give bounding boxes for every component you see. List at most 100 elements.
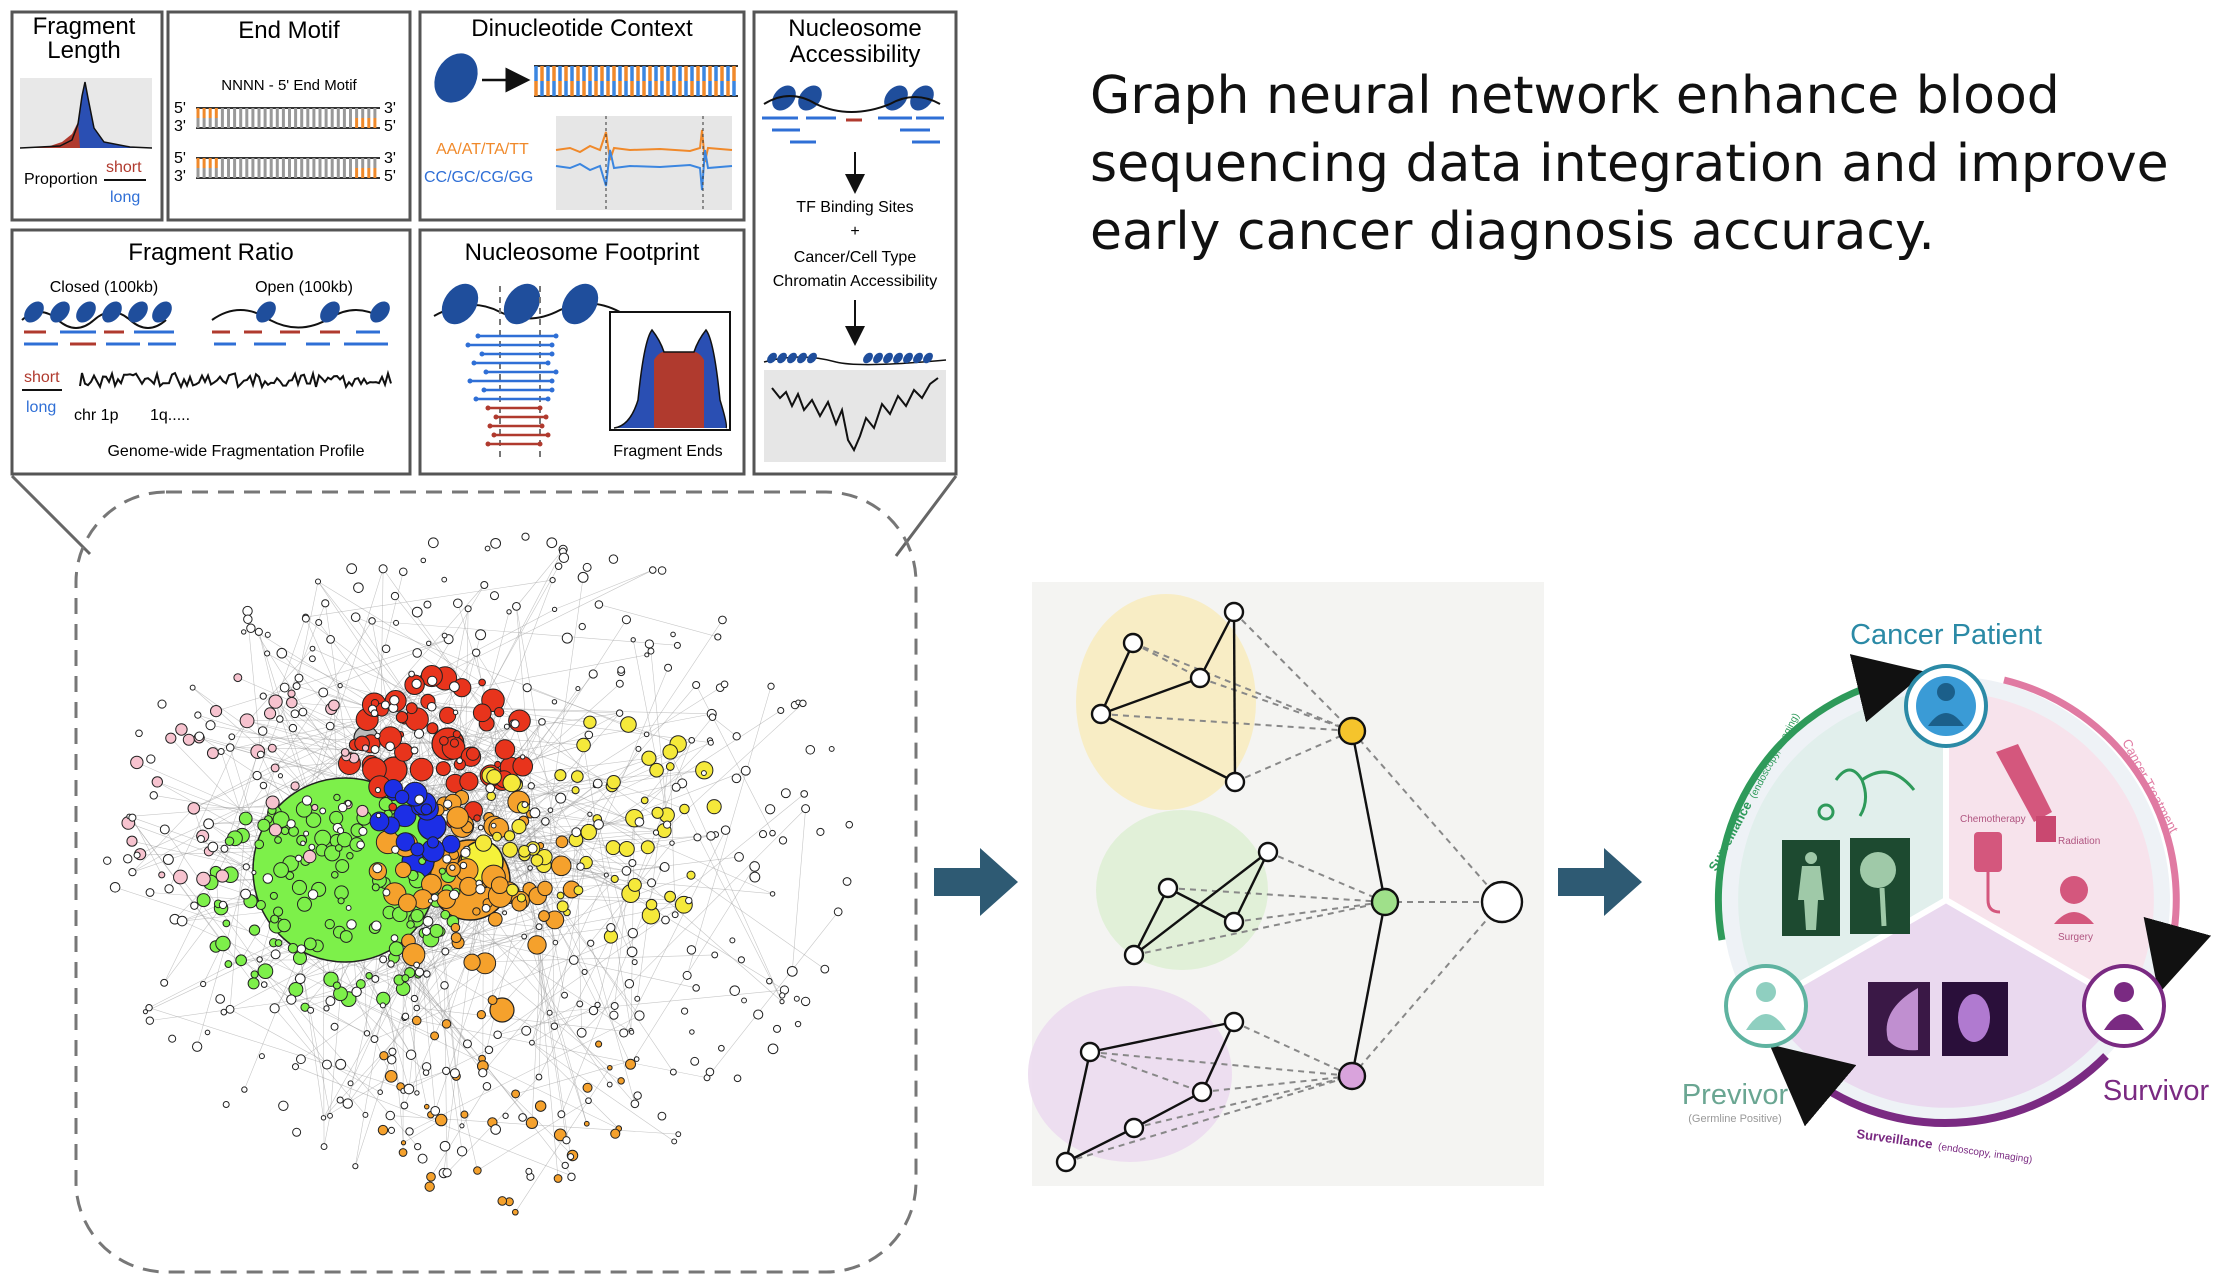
- small-nucleosome: [787, 352, 797, 364]
- network-node: [346, 563, 358, 575]
- network-node: [259, 781, 268, 790]
- network-node: [741, 997, 747, 1004]
- network-edge: [536, 944, 588, 1124]
- network-node: [209, 705, 223, 718]
- network-node: [573, 885, 584, 896]
- network-node: [527, 935, 547, 955]
- network-node: [288, 981, 304, 997]
- network-node: [145, 1016, 155, 1025]
- network-node: [264, 650, 271, 657]
- network-node: [477, 824, 484, 831]
- network-node: [585, 1097, 592, 1105]
- network-node: [268, 823, 282, 837]
- network-node: [481, 903, 491, 913]
- network-node: [820, 964, 830, 974]
- network-node: [399, 567, 408, 576]
- network-node: [464, 605, 472, 613]
- end-motif-3p-d: 3': [384, 150, 396, 167]
- gnn-leaf-node: [1123, 944, 1145, 966]
- network-node: [378, 564, 388, 574]
- radiation-icon-base: [2036, 816, 2056, 842]
- gnn-cluster-green: [1096, 810, 1268, 970]
- gnn-edge: [1198, 611, 1236, 679]
- gnn-cluster-yellow: [1076, 594, 1256, 810]
- network-edge: [455, 1076, 478, 1171]
- network-node: [474, 834, 493, 852]
- network-node: [473, 814, 481, 822]
- footprint-fragment-end: [537, 441, 543, 447]
- gnn-dash-purple: [1133, 1075, 1353, 1129]
- network-edge: [498, 687, 721, 829]
- network-node: [503, 723, 510, 730]
- fragment-ratio-title: Fragment Ratio: [128, 239, 293, 266]
- gnn-edge: [1100, 676, 1201, 716]
- network-node: [103, 856, 112, 865]
- network-node: [356, 804, 369, 818]
- network-edge: [296, 581, 319, 687]
- network-node: [576, 1027, 587, 1038]
- network-node: [142, 1009, 148, 1015]
- network-node: [718, 615, 727, 625]
- network-node: [405, 1127, 414, 1136]
- gnn-edge: [1099, 642, 1135, 715]
- network-node: [619, 1028, 629, 1038]
- network-node: [335, 859, 350, 874]
- gnn-dash-root: [1351, 730, 1503, 903]
- network-node: [527, 782, 535, 790]
- network-node: [233, 673, 243, 683]
- network-node: [793, 995, 800, 1002]
- network-node: [252, 770, 262, 781]
- network-node: [576, 862, 585, 871]
- network-edge: [149, 991, 357, 1021]
- network-edge: [632, 793, 805, 934]
- fragment-length-short: short: [106, 159, 142, 176]
- end-motif-5p-b: 5': [384, 118, 396, 135]
- fragment-ratio-open-nucleosomes: [211, 301, 390, 329]
- network-node: [502, 773, 521, 793]
- network-node: [486, 791, 497, 802]
- small-nucleosome: [807, 352, 817, 364]
- network-node: [395, 861, 412, 879]
- network-node: [525, 1116, 539, 1130]
- network-edge: [234, 751, 259, 839]
- network-node: [368, 617, 376, 625]
- network-node: [633, 1056, 640, 1062]
- network-node: [550, 1022, 559, 1030]
- dinucleotide-title: Dinucleotide Context: [471, 15, 693, 42]
- footprint-fragment-end: [553, 333, 559, 339]
- network-edge: [256, 603, 326, 776]
- network-node: [606, 1081, 613, 1088]
- network-node: [267, 743, 277, 753]
- connector-left: [10, 474, 92, 556]
- network-edge: [416, 1007, 632, 1033]
- network-node: [370, 709, 379, 718]
- network-node: [538, 910, 550, 922]
- network-node: [749, 871, 761, 883]
- network-edge: [598, 604, 718, 638]
- fragment-length-short-area: [20, 122, 80, 148]
- end-motif-5p-a: 5': [174, 100, 186, 117]
- footprint-fragment-end: [537, 405, 543, 411]
- network-node: [661, 915, 670, 925]
- network-node: [497, 1196, 508, 1206]
- network-edge: [497, 900, 689, 1035]
- network-node: [625, 1058, 637, 1070]
- network-node: [225, 1004, 235, 1014]
- network-node: [315, 618, 323, 626]
- network-node: [146, 754, 156, 764]
- gnn-edge: [1167, 886, 1235, 924]
- ultrasound-figure: [1958, 994, 1990, 1042]
- network-node: [321, 599, 330, 608]
- network-edge: [323, 1076, 392, 1119]
- network-node: [546, 1009, 553, 1016]
- network-node: [453, 598, 463, 609]
- network-node: [329, 810, 344, 826]
- network-node: [651, 806, 664, 819]
- network-node: [336, 1096, 344, 1104]
- footprint-fragment-end: [493, 414, 499, 420]
- network-node: [298, 707, 308, 717]
- network-node: [109, 882, 121, 893]
- network-node: [551, 606, 558, 613]
- network-edge: [413, 954, 622, 1082]
- network-node: [410, 842, 425, 857]
